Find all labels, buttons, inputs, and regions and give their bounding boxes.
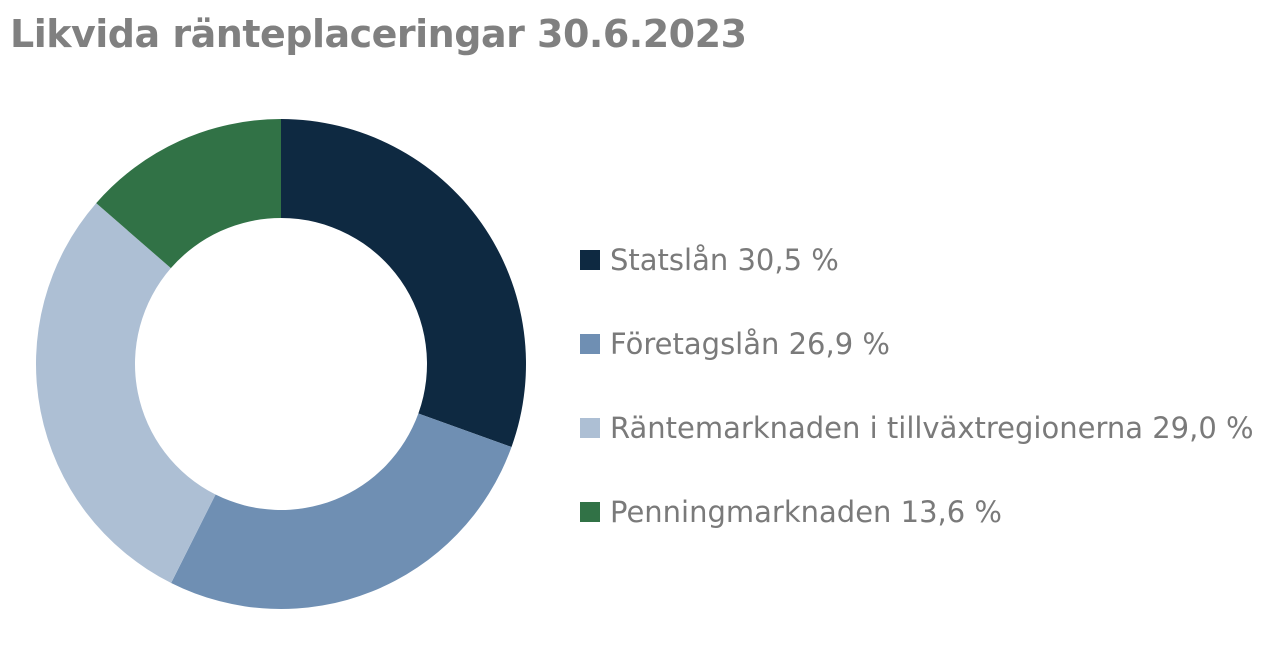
chart-title: Likvida ränteplaceringar 30.6.2023 <box>10 12 747 56</box>
slice-statslan <box>281 119 526 447</box>
legend-item-statslan: Statslån 30,5 % <box>580 218 1254 302</box>
donut-chart <box>35 119 526 609</box>
legend-swatch-rantemarknaden <box>580 418 600 438</box>
slice-rantemarknaden <box>35 203 216 583</box>
legend-item-rantemarknaden: Räntemarknaden i tillväxtregionerna 29,0… <box>580 386 1254 470</box>
legend-label-rantemarknaden: Räntemarknaden i tillväxtregionerna 29,0… <box>610 411 1254 445</box>
chart-legend: Statslån 30,5 % Företagslån 26,9 % Ränte… <box>580 218 1254 554</box>
legend-swatch-statslan <box>580 250 600 270</box>
slice-foretagslan <box>171 413 512 609</box>
legend-label-foretagslan: Företagslån 26,9 % <box>610 327 890 361</box>
legend-swatch-foretagslan <box>580 334 600 354</box>
legend-swatch-penningmarknaden <box>580 502 600 522</box>
legend-item-foretagslan: Företagslån 26,9 % <box>580 302 1254 386</box>
legend-label-statslan: Statslån 30,5 % <box>610 243 839 277</box>
legend-item-penningmarknaden: Penningmarknaden 13,6 % <box>580 470 1254 554</box>
slice-penningmarknaden <box>96 119 282 269</box>
legend-label-penningmarknaden: Penningmarknaden 13,6 % <box>610 495 1002 529</box>
